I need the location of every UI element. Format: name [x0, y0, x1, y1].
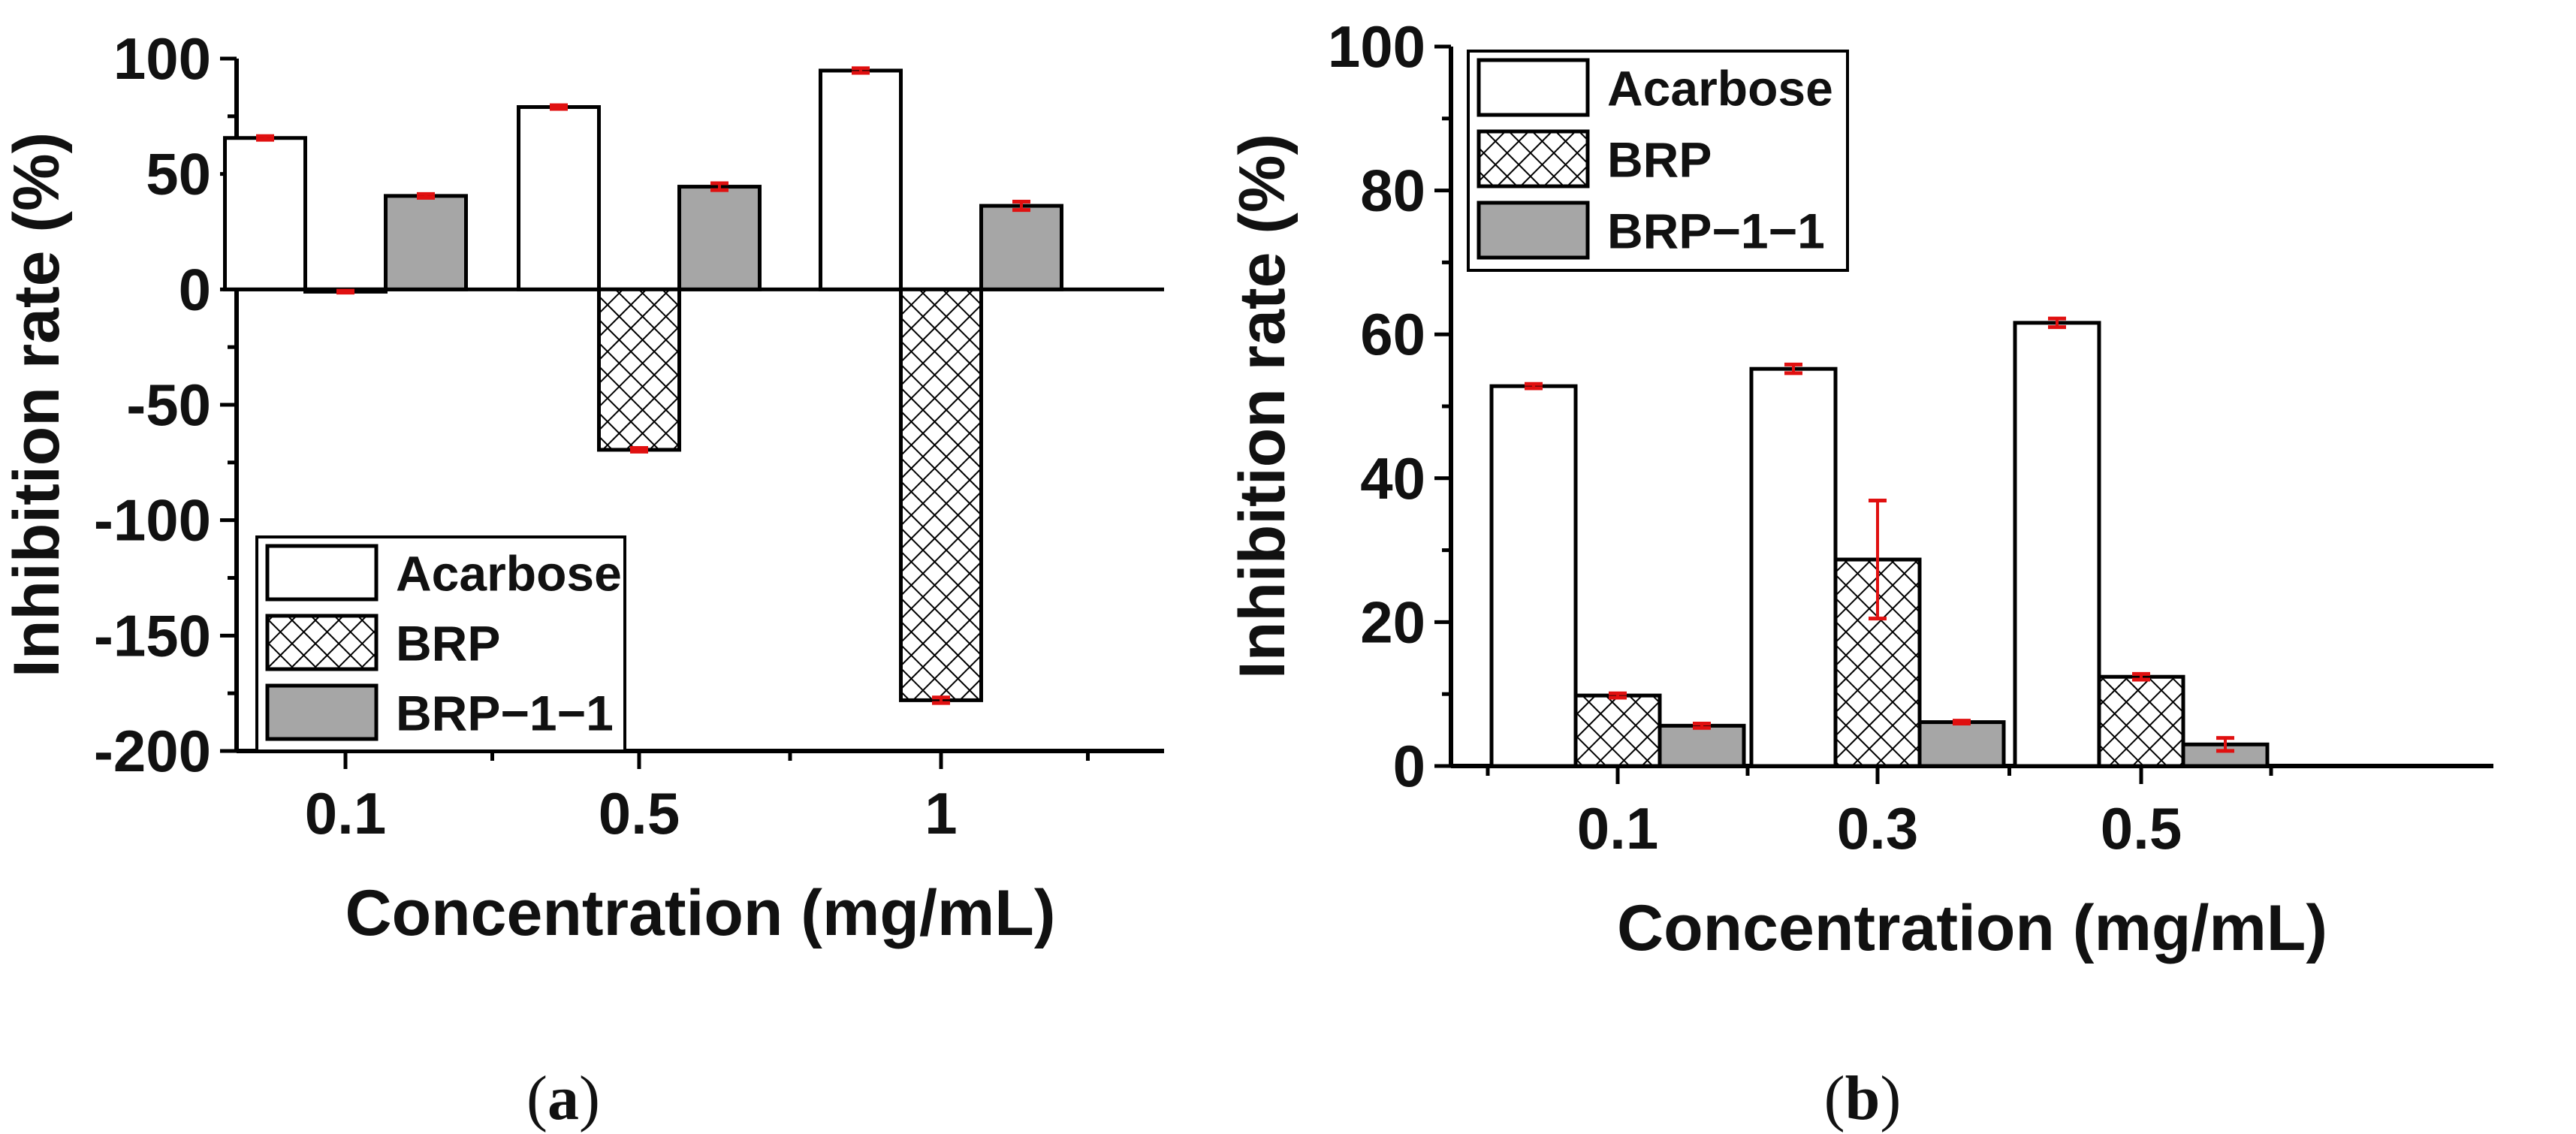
bar-gray-0.1: [384, 194, 468, 291]
x-tick-label: 0.5: [599, 780, 680, 846]
legend-label: BRP: [396, 616, 500, 671]
bar-white-0.1: [223, 136, 307, 291]
y-tick-label: 0: [179, 256, 211, 322]
bar-gray-0.3: [1917, 720, 2006, 768]
caption-a: (a): [526, 1063, 600, 1133]
bar-white-0.3: [1749, 366, 1838, 768]
x-axis-title: Concentration (mg/mL): [1617, 892, 2327, 964]
bar-white-0.5: [2013, 321, 2101, 768]
legend-swatch-hatch: [265, 614, 379, 671]
legend-swatch-hatch: [1477, 129, 1590, 188]
y-tick-label: 0: [1393, 733, 1425, 799]
x-tick-label: 0.3: [1837, 795, 1918, 861]
x-tick-label: 1: [925, 780, 957, 846]
x-tick-label: 0.5: [2101, 795, 2182, 861]
bar-gray-0.1: [1658, 723, 1746, 768]
y-tick-label: 100: [1328, 14, 1425, 80]
y-tick-label: 50: [146, 141, 211, 207]
legend-label: Acarbose: [1607, 61, 1833, 116]
legend-swatch-gray: [1477, 201, 1590, 260]
bar-white-0.5: [517, 105, 601, 291]
legend-label: BRP−1−1: [1607, 204, 1825, 259]
bar-gray-0.5: [677, 185, 762, 291]
y-tick-label: 80: [1360, 158, 1425, 224]
legend-swatch-gray: [265, 683, 379, 741]
chart-panel-a: 100 50 0 -50 -100 -150 -200 0.1 0.5 1 Concentratio…: [1, 26, 1164, 949]
bar-gray-1: [979, 204, 1063, 291]
y-tick-label: 60: [1360, 301, 1425, 367]
legend-label: BRP: [1607, 132, 1712, 188]
legend-swatch-white: [265, 544, 379, 602]
bar-white-1: [819, 68, 903, 291]
caption-b-letter: b: [1845, 1063, 1881, 1133]
bar-white-0.1: [1489, 384, 1578, 768]
y-tick-label: 20: [1360, 589, 1425, 655]
bar-hatch-0.5: [2097, 674, 2185, 768]
legend-swatch-white: [1477, 58, 1590, 117]
y-tick-label: -100: [94, 487, 211, 553]
y-tick-label: 100: [113, 26, 211, 92]
x-tick-label: 0.1: [1577, 795, 1658, 861]
y-tick-label: -150: [94, 602, 211, 668]
y-axis-title: Inhibition rate (%): [1226, 134, 1299, 679]
bar-hatch-1: [899, 287, 983, 702]
chart-panel-b: 100 80 60 40 20 0 0.1 0.3 0.5 Concentration (mg/m…: [1226, 14, 2493, 964]
y-tick-label: -200: [94, 718, 211, 784]
bar-hatch-0.5: [597, 287, 681, 452]
x-tick-label: 0.1: [305, 780, 386, 846]
legend-label: Acarbose: [396, 546, 622, 602]
legend-label: BRP−1−1: [396, 686, 614, 741]
y-tick-label: 40: [1360, 445, 1425, 511]
y-axis-title: Inhibition rate (%): [1, 132, 73, 677]
caption-b: (b): [1824, 1063, 1902, 1133]
y-tick-label: -50: [126, 372, 211, 438]
bar-hatch-0.1: [1573, 693, 1662, 768]
caption-a-letter: a: [547, 1063, 579, 1133]
x-axis-title: Concentration (mg/mL): [345, 877, 1056, 949]
